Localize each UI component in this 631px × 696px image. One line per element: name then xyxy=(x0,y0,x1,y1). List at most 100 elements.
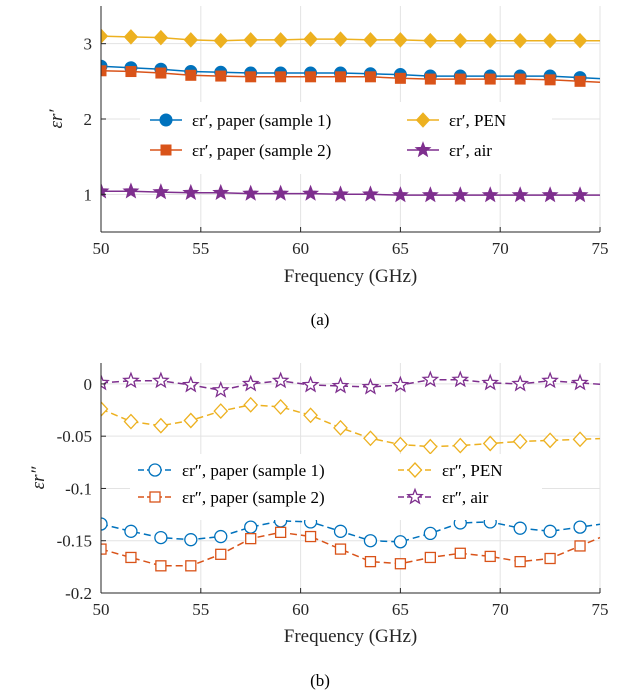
data-point xyxy=(334,543,347,555)
legend-marker xyxy=(149,491,161,503)
x-tick-label: 65 xyxy=(392,600,409,619)
data-point xyxy=(152,371,170,389)
data-point xyxy=(512,32,528,49)
data-point xyxy=(423,32,438,49)
data-point xyxy=(243,396,259,413)
data-point xyxy=(574,75,586,87)
data-point xyxy=(273,398,289,415)
data-point xyxy=(123,413,139,430)
data-point xyxy=(511,374,530,392)
plot-area xyxy=(101,28,600,203)
data-point xyxy=(573,520,587,534)
data-point xyxy=(155,560,167,572)
data-point xyxy=(303,31,318,47)
data-point xyxy=(245,532,257,545)
legend-label: εr″, air xyxy=(442,488,489,507)
data-point xyxy=(572,431,588,448)
data-point xyxy=(274,526,287,539)
legend: εr″, paper (sample 1) εr″, PEN εr″, paper … xyxy=(130,454,542,520)
data-point xyxy=(335,71,347,83)
legend-box xyxy=(140,102,552,174)
x-tick-label: 55 xyxy=(192,600,209,619)
legend-item-2: εr″, paper (sample 2) xyxy=(138,488,325,507)
data-point xyxy=(152,183,170,200)
data-point xyxy=(273,32,288,48)
x-tick-label: 50 xyxy=(93,239,110,258)
data-point xyxy=(244,520,258,534)
data-point xyxy=(333,419,348,436)
series-2 xyxy=(101,526,600,572)
series-3 xyxy=(101,370,600,398)
data-point xyxy=(541,371,559,389)
legend-marker xyxy=(407,462,423,478)
data-point xyxy=(571,373,589,391)
data-point xyxy=(153,417,169,434)
data-point xyxy=(271,371,290,389)
data-point xyxy=(543,524,557,538)
legend-label: εr′, paper (sample 1) xyxy=(192,111,331,130)
legend-marker xyxy=(148,463,162,477)
data-point xyxy=(451,370,470,388)
data-point xyxy=(454,547,466,559)
data-point xyxy=(101,28,109,44)
legend-label: εr′, paper (sample 2) xyxy=(192,141,331,160)
legend-item-3: εr″, air xyxy=(398,487,489,507)
legend-label: εr′, air xyxy=(449,141,492,160)
data-point xyxy=(125,66,137,78)
data-point xyxy=(363,430,378,447)
data-point xyxy=(302,184,320,201)
data-point xyxy=(184,533,198,547)
data-point xyxy=(242,184,260,201)
data-point xyxy=(421,186,439,203)
legend-label: εr′, PEN xyxy=(449,111,506,130)
data-point xyxy=(514,555,526,568)
data-point xyxy=(393,535,408,549)
series-2 xyxy=(101,65,600,87)
x-tick-label: 75 xyxy=(592,600,609,619)
figure-caption: (a) xyxy=(311,310,330,329)
data-point xyxy=(542,432,558,449)
data-point xyxy=(454,73,466,85)
x-tick-label: 50 xyxy=(93,600,110,619)
data-point xyxy=(391,186,409,203)
data-point xyxy=(275,71,287,83)
legend-label: εr″, PEN xyxy=(442,461,503,480)
data-point xyxy=(541,186,559,203)
series-1 xyxy=(101,396,600,455)
x-axis-label: Frequency (GHz) xyxy=(284,266,417,287)
data-point xyxy=(215,548,227,560)
data-point xyxy=(574,540,586,552)
data-point xyxy=(243,32,258,48)
data-point xyxy=(185,69,197,81)
legend-item-0: εr′, paper (sample 1) xyxy=(150,111,331,130)
y-tick-label: -0.05 xyxy=(57,427,92,446)
data-point xyxy=(483,32,498,49)
data-point xyxy=(394,558,407,570)
y-tick-label: 3 xyxy=(84,35,93,54)
x-tick-label: 75 xyxy=(592,239,609,258)
data-point xyxy=(123,29,139,45)
legend-marker xyxy=(415,112,431,128)
x-tick-label: 65 xyxy=(392,239,409,258)
data-point xyxy=(544,552,556,565)
legend-label: εr″, paper (sample 1) xyxy=(182,461,325,480)
data-point xyxy=(153,29,169,46)
data-point xyxy=(155,67,167,79)
data-point xyxy=(363,534,378,548)
data-point xyxy=(125,551,137,564)
legend-item-1: εr″, PEN xyxy=(398,461,503,480)
data-point xyxy=(183,32,199,48)
y-axis-label: εr″ xyxy=(28,466,49,490)
data-point xyxy=(544,74,556,86)
data-point xyxy=(361,377,380,395)
x-tick-label: 60 xyxy=(292,600,309,619)
y-tick-label: 0 xyxy=(84,375,93,394)
data-point xyxy=(542,32,558,49)
data-point xyxy=(213,32,228,49)
legend-item-0: εr″, paper (sample 1) xyxy=(138,461,325,480)
data-point xyxy=(124,524,138,538)
data-point xyxy=(333,524,348,538)
data-point xyxy=(304,530,317,543)
data-point xyxy=(332,185,349,202)
figure-caption: (b) xyxy=(310,671,330,690)
